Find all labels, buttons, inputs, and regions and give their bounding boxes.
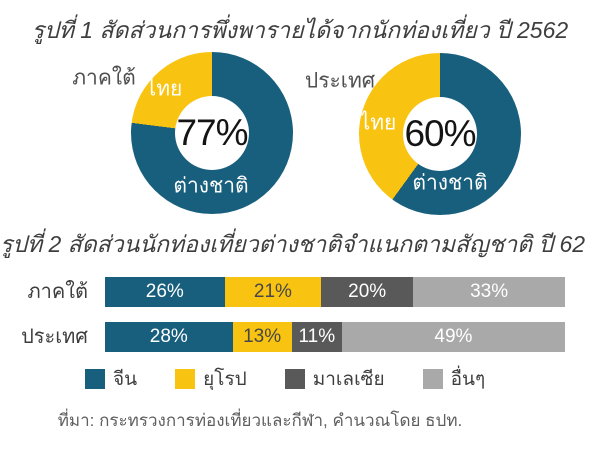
donut-chart-country: ไทย ต่างชาติ 60% [359, 53, 521, 215]
bar-row: ประเทศ 28% 13% 11% 49% [0, 322, 565, 352]
legend-label: มาเลเซีย [312, 369, 385, 390]
legend-swatch [422, 369, 443, 389]
donut-hole: 60% [403, 97, 477, 171]
bar-track: 26% 21% 20% 33% [105, 277, 565, 307]
donut-group-label-south: ภาคใต้ [72, 66, 136, 90]
bar-segment: 33% [413, 277, 565, 307]
donut-slice-label-foreign: ต่างชาติ [412, 171, 488, 195]
legend-label: อื่นๆ [450, 369, 486, 390]
figure1-title: รูปที่ 1 สัดส่วนการพึ่งพารายได้จากนักท่อ… [31, 17, 569, 43]
legend-label: จีน [113, 369, 138, 390]
legend-item: อื่นๆ [422, 364, 486, 394]
bar-segment: 21% [224, 277, 322, 307]
legend-swatch [284, 369, 305, 389]
bar-segment: 13% [232, 322, 292, 352]
donut-hole: 77% [175, 96, 249, 170]
donut-slice-label-thai: ไทย [145, 77, 183, 101]
bar-segment: 20% [321, 277, 414, 307]
donut-group-label-country: ประเทศ [304, 69, 376, 93]
legend-item: มาเลเซีย [284, 364, 385, 394]
donut-slice-label-foreign: ต่างชาติ [173, 174, 249, 198]
legend-swatch [175, 369, 196, 389]
donut-slice-label-thai: ไทย [359, 111, 397, 135]
donut-center-value: 77% [176, 112, 248, 153]
bar-row-label: ประเทศ [21, 326, 88, 348]
bar-row: ภาคใต้ 26% 21% 20% 33% [0, 277, 565, 307]
legend-item: จีน [85, 364, 137, 394]
stacked-bar-chart: ภาคใต้ 26% 21% 20% 33% ประเทศ 28% 13% 11% 49% [0, 277, 565, 352]
bar-row-label: ภาคใต้ [27, 281, 88, 303]
bar-segment: 28% [105, 322, 233, 352]
donut-center-value: 60% [404, 113, 476, 154]
legend-label: ยุโรป [203, 369, 247, 390]
legend: จีน ยุโรป มาเลเซีย อื่นๆ [85, 364, 485, 394]
bar-segment: 49% [341, 322, 565, 352]
donut-chart-south: ไทย ต่างชาติ 77% [131, 52, 293, 214]
bar-segment: 26% [105, 277, 225, 307]
legend-swatch [85, 369, 105, 389]
source-note: ที่มา: กระทรวงการท่องเที่ยวและกีฬา, คำนว… [57, 411, 463, 430]
legend-item: ยุโรป [175, 364, 247, 394]
bar-track: 28% 13% 11% 49% [105, 322, 565, 352]
bar-segment: 11% [291, 322, 342, 352]
figure2-title: รูปที่ 2 สัดส่วนนักท่องเที่ยวต่างชาติจำแ… [0, 231, 586, 257]
